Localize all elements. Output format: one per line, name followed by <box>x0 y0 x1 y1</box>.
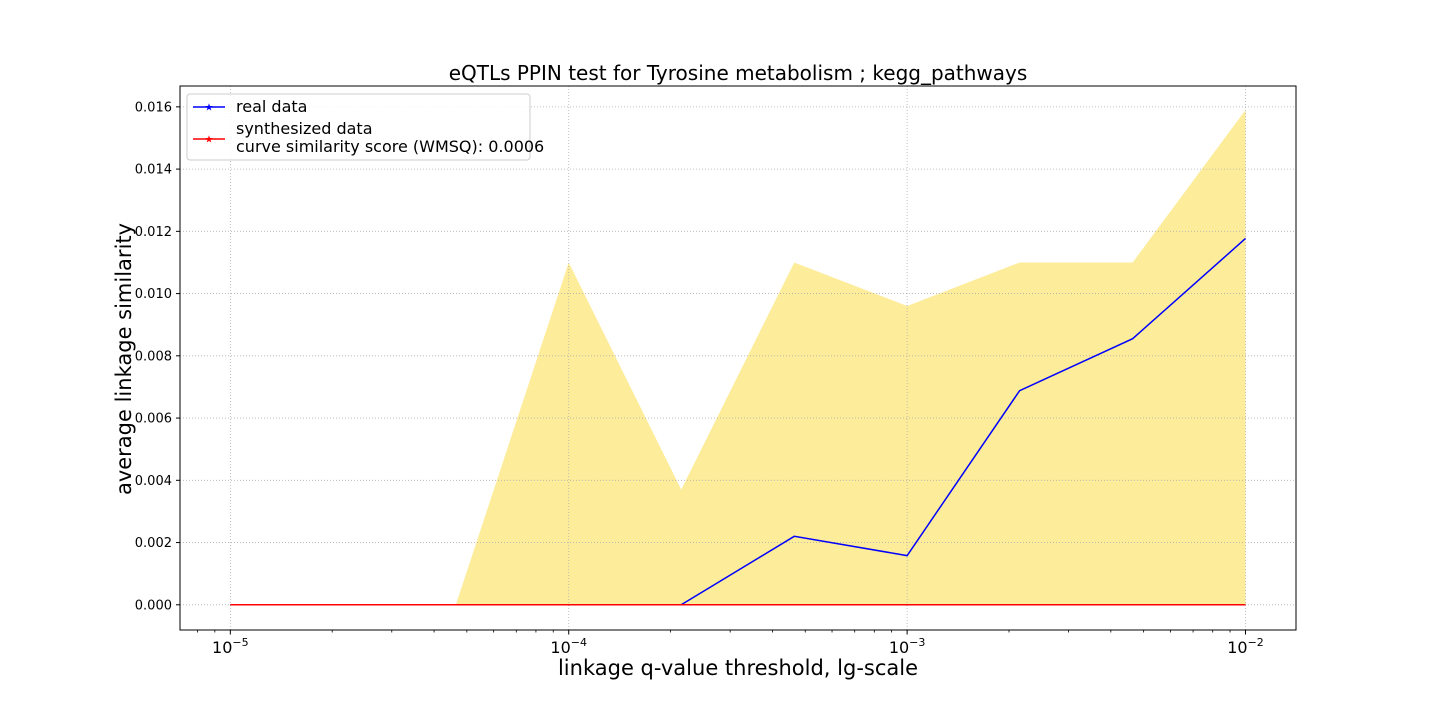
x-tick-label: 10−4 <box>550 636 587 657</box>
y-axis-title: average linkage similarity <box>112 223 136 495</box>
y-tick-label: 0.004 <box>135 474 172 489</box>
plot-frame <box>179 85 1297 631</box>
x-tick-label: 10−3 <box>889 636 926 657</box>
y-tick-label: 0.016 <box>135 100 172 115</box>
series-layer <box>230 237 1247 606</box>
confidence-band <box>230 109 1246 605</box>
axis-layer: 0.000 0.002 0.004 0.006 0.008 0.010 0.012 0.014… <box>135 100 1264 657</box>
y-tick-label: 0.006 <box>135 412 172 427</box>
y-tick-label: 0.014 <box>135 163 172 178</box>
y-tick-label: 0.008 <box>135 349 172 364</box>
x-axis-title: linkage q-value threshold, lg-scale <box>558 656 918 680</box>
chart-title: eQTLs PPIN test for Tyrosine metabolism … <box>449 61 1028 85</box>
y-tick-label: 0.012 <box>135 225 172 240</box>
y-tick-label: 0.000 <box>135 598 172 613</box>
y-tick-label: 0.002 <box>135 536 172 551</box>
x-tick-label: 10−2 <box>1227 636 1264 657</box>
legend-box <box>186 93 531 161</box>
legend-label: curve similarity score (WMSQ): 0.0006 <box>236 137 544 156</box>
legend-label: real data <box>236 97 307 116</box>
confidence-band-layer <box>230 109 1246 605</box>
plot-area <box>179 85 1297 631</box>
y-tick-label: 0.010 <box>135 287 172 302</box>
legend-label: synthesized data <box>236 119 373 138</box>
x-tick-label: 10−5 <box>212 636 249 657</box>
legend-marker-icon: ★ <box>205 103 214 114</box>
legend-marker-icon: ★ <box>205 135 214 146</box>
